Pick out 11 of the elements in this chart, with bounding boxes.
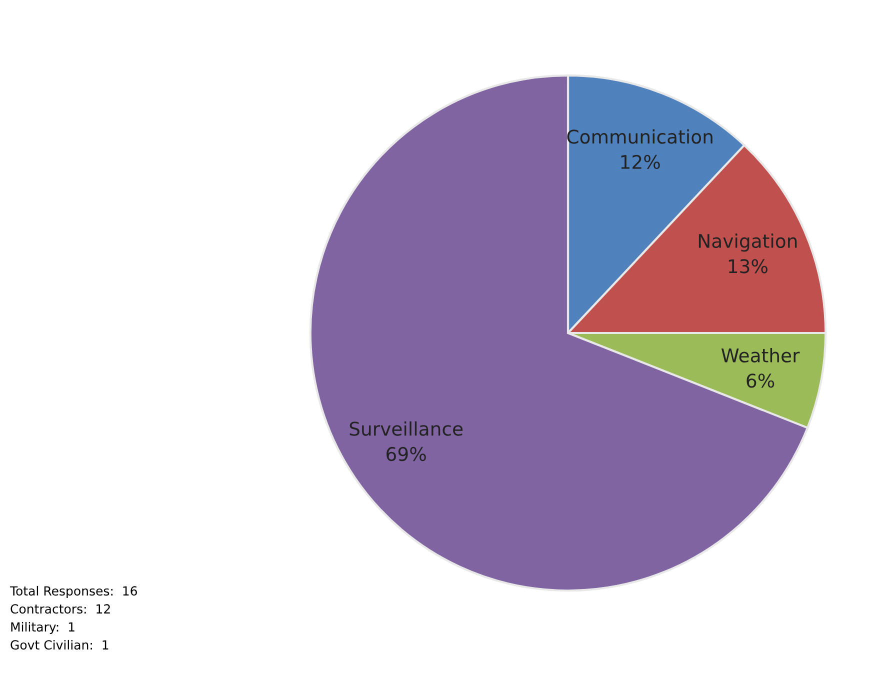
data-label: 13% <box>728 259 768 274</box>
slice-label: Weather <box>721 348 800 362</box>
data-label: 12% <box>621 154 660 170</box>
slice-label: Surveillance <box>350 421 463 436</box>
text: Military: 1 <box>11 622 74 634</box>
data-label: 6% <box>746 374 774 388</box>
text: Contractors: 12 <box>10 604 110 614</box>
text: Total Responses: 16 <box>10 586 137 598</box>
slice-label: Navigation <box>698 234 797 252</box>
data-label: 69% <box>386 446 426 462</box>
text: Govt Civilian: 1 <box>10 640 108 650</box>
